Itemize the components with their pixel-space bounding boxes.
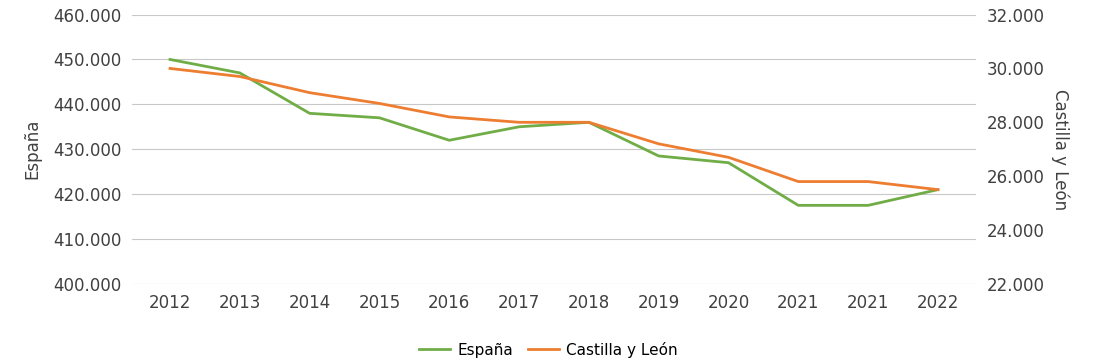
España bbox=[583, 120, 596, 124]
España bbox=[163, 57, 177, 62]
España bbox=[792, 203, 805, 207]
Line: España: España bbox=[170, 59, 938, 205]
Castilla y León bbox=[861, 179, 874, 184]
Castilla y León bbox=[163, 66, 177, 71]
Castilla y León bbox=[303, 91, 316, 95]
Castilla y León bbox=[583, 120, 596, 124]
Castilla y León bbox=[443, 115, 456, 119]
Castilla y León bbox=[931, 187, 945, 192]
España bbox=[443, 138, 456, 142]
Line: Castilla y León: Castilla y León bbox=[170, 68, 938, 190]
España bbox=[861, 203, 874, 207]
Castilla y León bbox=[373, 101, 386, 106]
España bbox=[303, 111, 316, 115]
Castilla y León bbox=[722, 155, 735, 159]
Legend: España, Castilla y León: España, Castilla y León bbox=[412, 335, 685, 364]
España bbox=[652, 154, 665, 158]
Y-axis label: España: España bbox=[24, 119, 42, 179]
Castilla y León bbox=[652, 142, 665, 146]
España bbox=[234, 71, 247, 75]
Y-axis label: Castilla y León: Castilla y León bbox=[1051, 89, 1070, 210]
Castilla y León bbox=[512, 120, 525, 124]
España bbox=[931, 187, 945, 192]
España bbox=[373, 116, 386, 120]
Castilla y León bbox=[234, 74, 247, 79]
España bbox=[722, 161, 735, 165]
España bbox=[512, 124, 525, 129]
Castilla y León bbox=[792, 179, 805, 184]
